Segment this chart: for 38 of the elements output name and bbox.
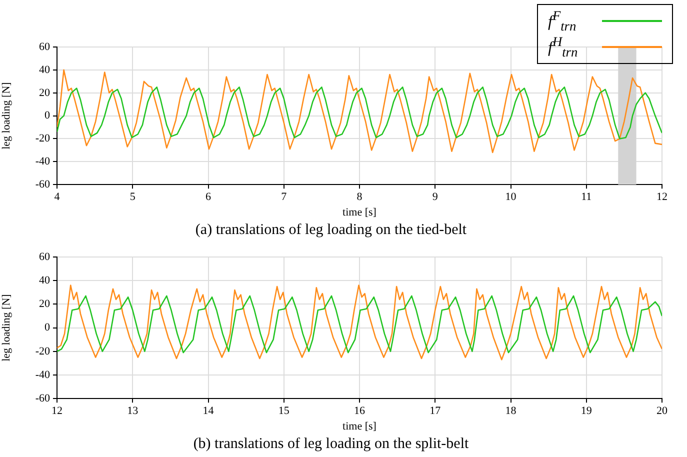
x-tick-label: 20 [656,405,668,418]
y-tick-label: 0 [44,322,50,334]
x-tick-label: 9 [432,191,438,204]
x-tick-label: 16 [354,405,366,418]
text: (a) translations of leg loading on the tied-belt [195,222,468,238]
x-tick-label: 11 [581,191,592,204]
x-tick-label: 13 [127,405,139,418]
y-tick-label: 40 [39,64,50,76]
x-tick-label: 10 [505,191,517,204]
y-axis-title: leg loading [N] [0,82,12,150]
x-tick-label: 5 [130,191,136,204]
x-tick-label: 19 [580,405,592,418]
x-tick-label: 4 [54,191,60,204]
y-tick-label: 60 [39,250,50,263]
y-tick-label: -20 [35,345,50,358]
x-tick-label: 18 [505,405,517,418]
y-tick-label: 20 [39,298,50,310]
x-tick-label: 17 [430,405,442,418]
x-tick-label: 12 [52,405,62,418]
x-tick-label: 7 [281,191,288,204]
x-axis-title: time [s] [342,206,376,218]
y-tick-label: -20 [35,132,50,145]
y-tick-label: -60 [35,392,50,404]
text: (b) translations of leg loading on the split-belt [193,436,470,452]
y-tick-label: 20 [39,86,50,99]
x-tick-label: 6 [206,191,212,204]
y-tick-label: 0 [44,110,50,122]
x-tick-label: 15 [278,405,290,418]
x-tick-label: 8 [356,191,363,204]
y-tick-label: -40 [35,368,50,381]
y-tick-label: 60 [39,40,50,53]
x-axis-title: time [s] [342,420,376,432]
y-axis-title: leg loading [N] [0,294,12,362]
y-tick-label: -60 [35,178,50,190]
x-tick-label: 12 [656,191,668,204]
y-tick-label: 40 [39,274,50,286]
y-tick-label: -40 [35,156,50,168]
x-tick-label: 14 [202,405,214,418]
